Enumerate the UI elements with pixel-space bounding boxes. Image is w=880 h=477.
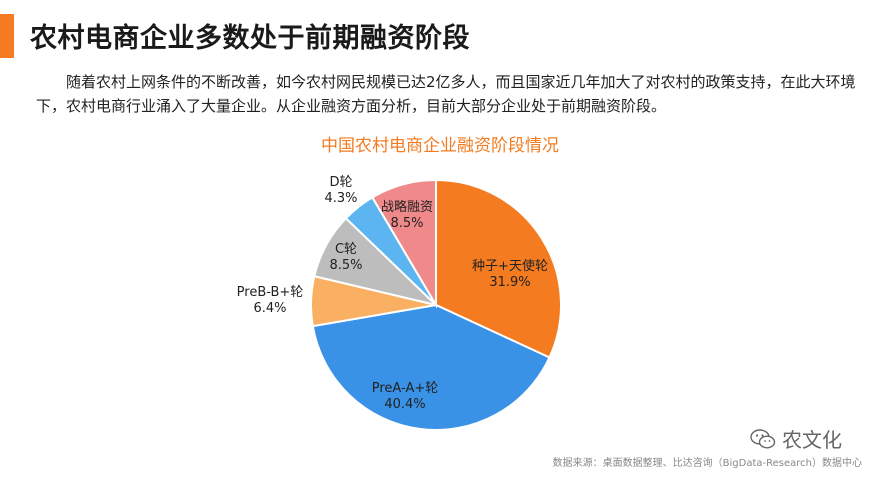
- chart-title: 中国农村电商企业融资阶段情况: [321, 136, 559, 156]
- watermark: 农文化: [750, 424, 842, 453]
- slice-label: 种子+天使轮: [472, 258, 548, 274]
- slice-value-label: 40.4%: [384, 397, 425, 412]
- watermark-text: 农文化: [782, 428, 842, 452]
- slice-value-label: 8.5%: [390, 216, 423, 231]
- page-title: 农村电商企业多数处于前期融资阶段: [30, 23, 470, 54]
- pie-slice: [311, 303, 551, 431]
- data-source: 数据来源：桌面数据整理、比达咨询（BigData-Research）数据中心: [552, 458, 862, 469]
- slice-value-label: 31.9%: [489, 275, 530, 290]
- slice-label: PreA-A+轮: [372, 381, 438, 396]
- pie-slice: [435, 178, 562, 359]
- wechat-icon: [750, 428, 776, 449]
- slice-value-label: 6.4%: [253, 301, 286, 316]
- slice-label: C轮: [335, 242, 357, 257]
- slice-label: 战略融资: [381, 199, 433, 215]
- pie-slice: [371, 178, 437, 309]
- title-accent-bar: [0, 14, 14, 58]
- intro-paragraph: 随着农村上网条件的不断改善，如今农村网民规模已达2亿多人，而且国家近几年加大了对…: [36, 73, 856, 115]
- slice-label: D轮: [329, 175, 352, 190]
- slice-value-label: 8.5%: [329, 258, 362, 273]
- slice-label: PreB-B+轮: [237, 285, 304, 300]
- slice-value-label: 4.3%: [324, 191, 357, 206]
